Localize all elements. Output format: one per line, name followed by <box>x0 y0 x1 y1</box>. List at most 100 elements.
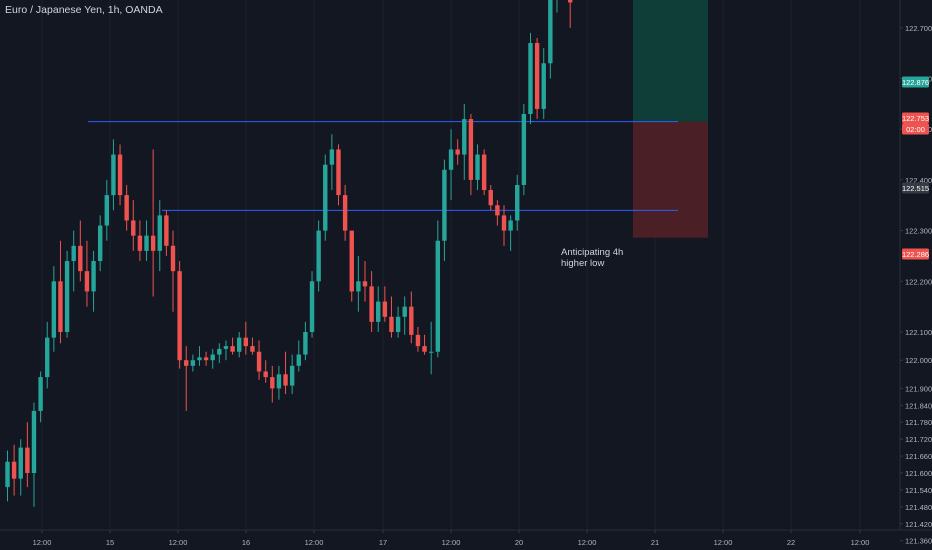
price-tag-label: 122.515 <box>902 184 929 193</box>
candle-body <box>541 63 546 109</box>
candle <box>455 139 460 165</box>
candle-body <box>38 377 43 411</box>
candle-body <box>117 154 123 196</box>
candle-body <box>210 354 215 361</box>
candle-body <box>488 190 493 206</box>
candle <box>382 286 388 322</box>
candle <box>197 346 202 366</box>
candle <box>164 210 169 256</box>
horizontal-levels <box>88 121 678 211</box>
candle-body <box>342 195 348 231</box>
candle <box>124 184 129 231</box>
candle-body <box>323 164 328 231</box>
x-tick-label: 22 <box>787 538 795 547</box>
candle <box>568 0 573 28</box>
candle <box>237 332 242 358</box>
candle <box>31 402 37 507</box>
chart-title: Euro / Japanese Yen, 1h, OANDA <box>5 4 163 16</box>
candle-body <box>568 0 573 3</box>
x-tick-label: 12:00 <box>851 538 870 547</box>
candle <box>51 266 57 352</box>
price-tag-box <box>902 182 929 194</box>
price-tag-box <box>902 248 929 260</box>
candle-body <box>184 360 189 366</box>
candle <box>289 354 295 395</box>
x-tick-label: 17 <box>379 538 387 547</box>
candle-body <box>250 346 255 352</box>
candle-body <box>528 43 533 114</box>
y-tick-label: 122.300 <box>905 227 932 236</box>
candle <box>71 230 76 292</box>
candle <box>190 354 196 372</box>
candle-body <box>389 316 394 332</box>
candle-body <box>31 410 37 473</box>
annotation-text[interactable]: Anticipating 4h higher low <box>561 247 623 269</box>
candle-body <box>197 357 202 361</box>
candle-body <box>362 281 368 287</box>
candle <box>18 439 23 496</box>
candle-body <box>217 348 222 355</box>
candle <box>409 291 414 344</box>
candle-body <box>448 149 454 170</box>
candle <box>541 48 546 120</box>
candle <box>184 346 189 411</box>
candle <box>203 351 209 366</box>
candle <box>84 240 90 307</box>
candle <box>309 271 315 338</box>
candle-body <box>428 351 434 353</box>
candle <box>137 220 143 262</box>
candle-body <box>329 149 335 165</box>
candle <box>442 159 447 262</box>
y-tick-label: 121.600 <box>905 469 932 478</box>
candle-body <box>97 225 103 262</box>
candle <box>448 129 454 201</box>
price-tag-box <box>902 112 929 124</box>
candle-body <box>58 281 63 332</box>
candle-body <box>435 240 440 352</box>
candle-body <box>230 346 235 352</box>
price-tag-label: 122.876 <box>902 78 929 87</box>
candle-body <box>84 271 90 292</box>
y-tick-label: 122.000 <box>905 356 932 365</box>
annotation-line-1: Anticipating 4h <box>561 247 624 258</box>
candle-body <box>111 154 116 196</box>
candle-body <box>5 461 10 488</box>
candle-body <box>223 346 229 349</box>
candle <box>25 422 30 488</box>
candle-body <box>170 245 176 272</box>
candle <box>45 321 50 389</box>
candle-body <box>124 195 129 221</box>
y-tick-label: 121.540 <box>905 486 932 495</box>
candle-body <box>402 306 407 317</box>
price-tag: 122.515 <box>902 182 929 194</box>
candle-body <box>349 230 354 292</box>
candle <box>144 220 149 262</box>
candle-body <box>422 346 427 352</box>
candle-body <box>137 235 143 251</box>
candle-body <box>157 215 162 251</box>
candle-body <box>283 374 288 386</box>
candle-body <box>71 245 76 262</box>
candle-body <box>131 220 136 236</box>
candle <box>283 351 288 395</box>
candle <box>223 340 229 361</box>
candle <box>481 149 487 196</box>
y-tick-label: 121.840 <box>905 401 932 410</box>
candle <box>422 334 427 355</box>
candle <box>177 261 182 369</box>
candle <box>534 37 540 120</box>
candle-body <box>150 235 156 251</box>
candle <box>243 321 249 355</box>
price-tag: 122.753 <box>902 112 929 124</box>
candle <box>270 365 275 403</box>
candle-body <box>475 154 480 180</box>
price-tag-label: 122.753 <box>902 114 929 123</box>
candle-body <box>409 306 414 335</box>
candle <box>376 286 381 332</box>
candle-body <box>508 220 513 231</box>
candle <box>230 337 235 355</box>
candle <box>131 200 136 251</box>
candle <box>528 32 533 125</box>
candle <box>415 326 421 352</box>
